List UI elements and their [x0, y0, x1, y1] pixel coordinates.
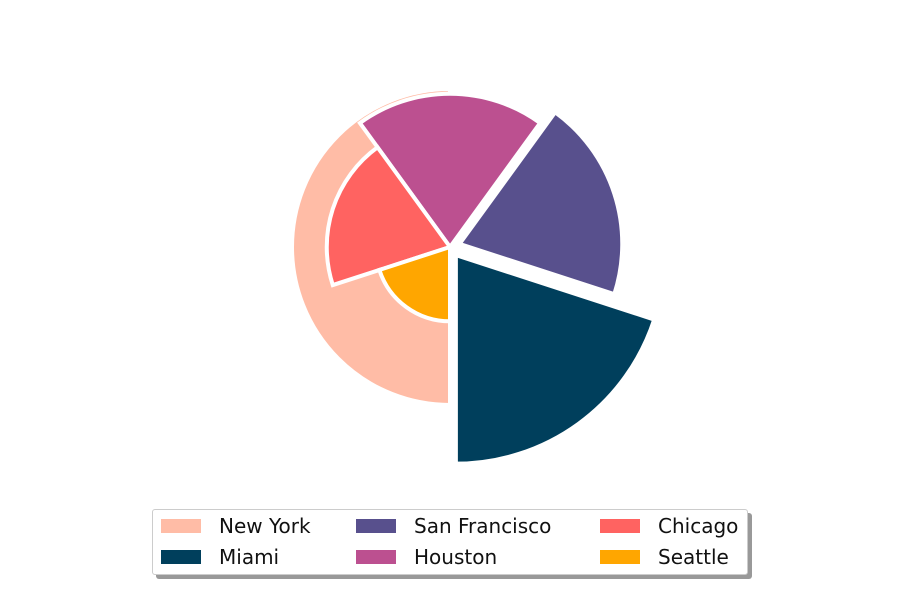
slice-miami: [453, 252, 657, 466]
legend-swatch-chicago: [600, 519, 640, 533]
legend-item-seattle: Seattle: [600, 545, 729, 569]
legend-item-san-francisco: San Francisco: [356, 514, 551, 538]
legend-item-chicago: Chicago: [600, 514, 738, 538]
legend-item-miami: Miami: [161, 545, 279, 569]
legend-label: Chicago: [658, 514, 739, 538]
legend-label: San Francisco: [414, 514, 552, 538]
slice-houston: [357, 91, 543, 251]
legend-swatch-miami: [161, 550, 201, 564]
legend-item-new-york: New York: [161, 514, 311, 538]
legend-item-houston: Houston: [356, 545, 497, 569]
legend-label: Seattle: [658, 545, 729, 569]
legend-swatch-new-york: [161, 519, 201, 533]
legend-label: Miami: [219, 545, 280, 569]
legend-label: New York: [219, 514, 311, 538]
legend-label: Houston: [414, 545, 498, 569]
legend-swatch-seattle: [600, 550, 640, 564]
slice-seattle: [376, 244, 452, 324]
chart-legend: New York San Francisco Chicago Miami Hou…: [152, 509, 748, 575]
slice-san-francisco: [456, 109, 625, 297]
slice-chicago: [324, 144, 454, 288]
legend-swatch-san-francisco: [356, 519, 396, 533]
legend-swatch-houston: [356, 550, 396, 564]
